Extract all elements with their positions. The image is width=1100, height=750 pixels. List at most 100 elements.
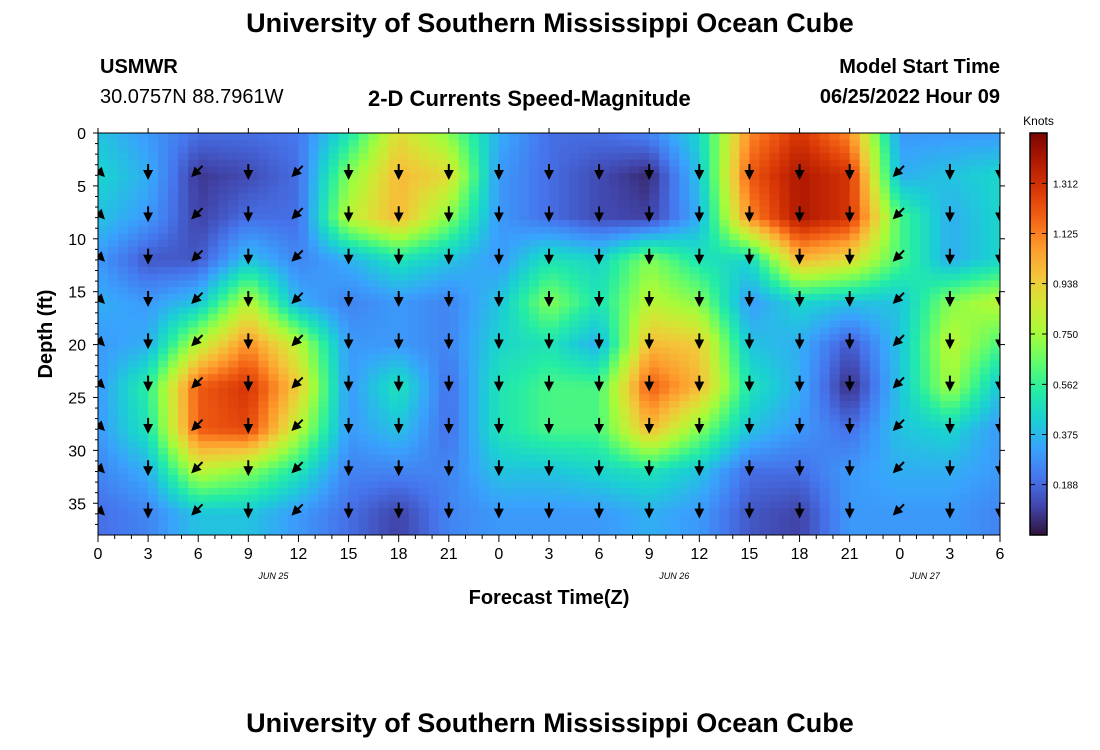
heat-cell: [849, 146, 861, 154]
heat-cell: [198, 293, 209, 302]
heat-cell: [669, 474, 680, 482]
heat-cell: [448, 401, 460, 409]
heat-cell: [318, 253, 330, 261]
heat-cell: [128, 360, 139, 369]
heat-cell: [659, 153, 670, 161]
heat-cell: [498, 367, 510, 375]
heat-cell: [98, 367, 109, 375]
heat-cell: [919, 179, 931, 188]
heat-cell: [128, 280, 139, 288]
heat-cell: [488, 387, 500, 395]
heat-cell: [308, 394, 320, 402]
heat-cell: [228, 468, 239, 476]
heat-cell: [789, 220, 801, 228]
heat-cell: [649, 280, 660, 288]
heat-cell: [869, 441, 881, 449]
heat-cell: [438, 133, 450, 141]
heat-cell: [649, 367, 660, 375]
heat-cell: [819, 146, 831, 154]
heat-cell: [759, 414, 771, 422]
heat-cell: [899, 313, 911, 322]
heat-cell: [549, 233, 560, 241]
heat-cell: [308, 307, 320, 315]
heat-cell: [759, 454, 771, 462]
heat-cell: [488, 468, 500, 476]
heat-cell: [579, 394, 590, 402]
heat-cell: [609, 213, 620, 221]
heat-cell: [989, 434, 1000, 442]
heat-cell: [248, 414, 259, 422]
heat-cell: [719, 401, 730, 409]
heat-cell: [909, 307, 921, 315]
heat-cell: [368, 220, 380, 228]
heat-cell: [849, 313, 861, 322]
heat-cell: [659, 427, 670, 436]
heat-cell: [709, 280, 720, 288]
heat-cell: [308, 273, 320, 281]
heat-cell: [839, 394, 851, 402]
heat-cell: [518, 220, 530, 228]
heat-cell: [208, 287, 219, 295]
heat-cell: [969, 434, 981, 442]
heat-cell: [919, 434, 931, 442]
heat-cell: [949, 240, 961, 248]
heat-cell: [709, 300, 720, 308]
heat-cell: [368, 340, 380, 348]
heat-cell: [438, 186, 450, 194]
heat-cell: [869, 461, 881, 469]
heat-cell: [569, 401, 580, 409]
heat-cell: [428, 159, 440, 168]
heat-cell: [639, 273, 650, 281]
heat-cell: [468, 380, 480, 389]
heat-cell: [849, 246, 861, 255]
heat-cell: [158, 260, 169, 268]
heat-cell: [98, 220, 109, 228]
heat-cell: [388, 213, 400, 221]
heat-cell: [308, 488, 320, 496]
heat-cell: [388, 153, 400, 161]
heat-cell: [879, 461, 891, 469]
heat-cell: [949, 488, 961, 496]
heat-cell: [719, 267, 730, 275]
heat-cell: [488, 474, 500, 482]
heat-cell: [859, 367, 871, 375]
heat-cell: [308, 213, 320, 221]
heat-cell: [559, 488, 570, 496]
heat-cell: [418, 159, 430, 168]
heat-cell: [238, 354, 249, 362]
heat-cell: [138, 313, 149, 322]
heat-cell: [408, 447, 420, 456]
heat-cell: [228, 273, 239, 281]
heat-cell: [238, 260, 249, 268]
heat-cell: [378, 387, 390, 395]
heat-cell: [809, 186, 821, 194]
heat-cell: [899, 226, 911, 235]
heat-cell: [448, 173, 460, 181]
heat-cell: [178, 193, 189, 201]
heat-cell: [789, 367, 801, 375]
heat-cell: [649, 287, 660, 295]
heat-cell: [378, 173, 390, 181]
heat-cell: [549, 186, 560, 194]
heat-cell: [208, 387, 219, 395]
heat-cell: [428, 334, 440, 342]
heat-cell: [689, 159, 700, 168]
heat-cell: [739, 394, 751, 402]
heat-cell: [218, 461, 229, 469]
heat-cell: [789, 320, 801, 328]
heat-cell: [348, 166, 360, 174]
heat-cell: [799, 407, 811, 415]
heat-cell: [869, 133, 881, 141]
heat-cell: [829, 481, 841, 489]
heat-cell: [388, 300, 400, 308]
heat-cell: [619, 240, 630, 248]
heat-cell: [569, 360, 580, 369]
heat-cell: [138, 193, 149, 201]
heat-cell: [809, 427, 821, 436]
heat-cell: [128, 287, 139, 295]
heat-cell: [769, 481, 781, 489]
heat-cell: [689, 153, 700, 161]
heat-cell: [869, 380, 881, 389]
heat-cell: [959, 494, 971, 503]
heat-cell: [809, 380, 821, 389]
